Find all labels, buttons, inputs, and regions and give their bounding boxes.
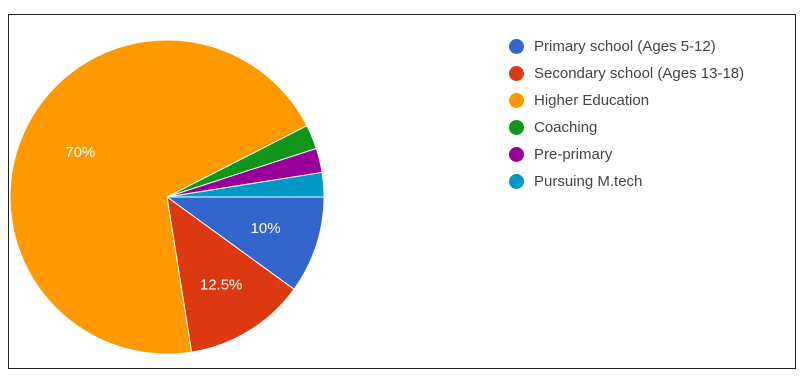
legend-swatch xyxy=(509,174,524,189)
legend-item-higher-education[interactable]: Higher Education xyxy=(509,87,744,114)
pie-slice-secondary-school[interactable] xyxy=(166,195,295,353)
legend-label: Primary school (Ages 5-12) xyxy=(534,38,716,55)
pie-slice-primary-school[interactable] xyxy=(165,196,325,290)
legend-label: Pursuing M.tech xyxy=(534,173,643,190)
legend-item-coaching[interactable]: Coaching xyxy=(509,114,744,141)
legend-item-secondary-school[interactable]: Secondary school (Ages 13-18) xyxy=(509,60,744,87)
slice-data-label: 12.5% xyxy=(200,276,243,293)
legend-label: Coaching xyxy=(534,119,598,136)
legend-item-primary-school[interactable]: Primary school (Ages 5-12) xyxy=(509,33,744,60)
pie-chart-area: 10% 12.5% 70% xyxy=(9,15,329,370)
legend-item-pre-primary[interactable]: Pre-primary xyxy=(509,141,744,168)
slice-data-label: 70% xyxy=(65,144,95,161)
pie-chart: 10% 12.5% 70% xyxy=(9,39,325,355)
legend-swatch xyxy=(509,93,524,108)
legend-label: Pre-primary xyxy=(534,146,613,163)
legend-swatch xyxy=(509,147,524,162)
legend-item-pursuing-mtech[interactable]: Pursuing M.tech xyxy=(509,168,744,195)
legend-swatch xyxy=(509,120,524,135)
legend-label: Higher Education xyxy=(534,92,650,109)
chart-legend: Primary school (Ages 5-12) Secondary sch… xyxy=(509,33,744,195)
slice-data-label: 10% xyxy=(251,220,281,237)
chart-frame: 10% 12.5% 70% Primary school (Ages 5-12) S… xyxy=(8,14,796,369)
legend-swatch xyxy=(509,66,524,81)
pie-slice-pursuing-mtech[interactable] xyxy=(166,171,325,198)
legend-label: Secondary school (Ages 13-18) xyxy=(534,65,745,82)
legend-swatch xyxy=(509,39,524,54)
pie-slice-higher-education[interactable] xyxy=(9,39,308,355)
